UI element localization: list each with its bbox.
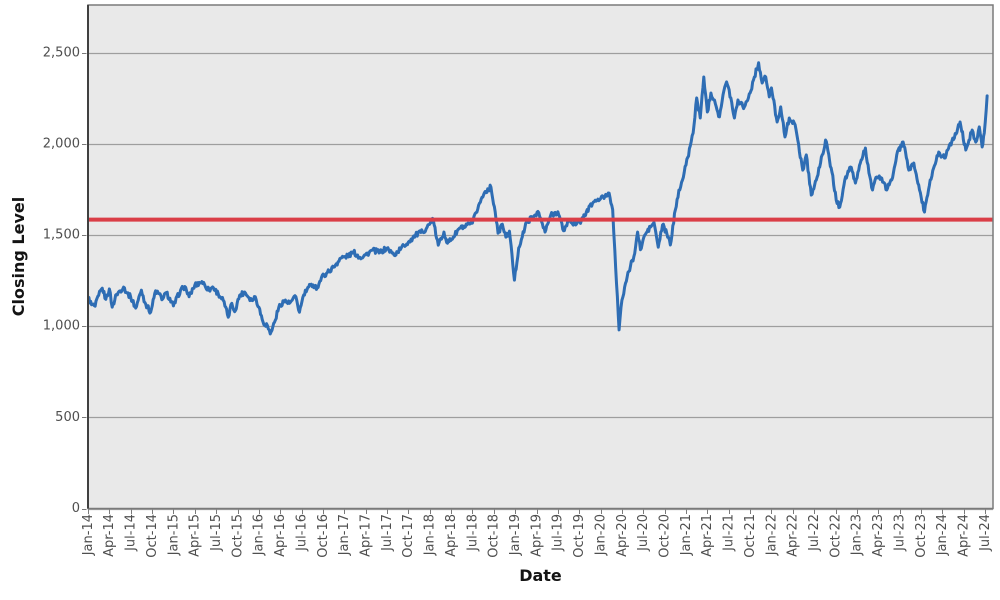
chart-canvas (0, 0, 1000, 600)
line-chart: Closing Level Date (0, 0, 1000, 600)
